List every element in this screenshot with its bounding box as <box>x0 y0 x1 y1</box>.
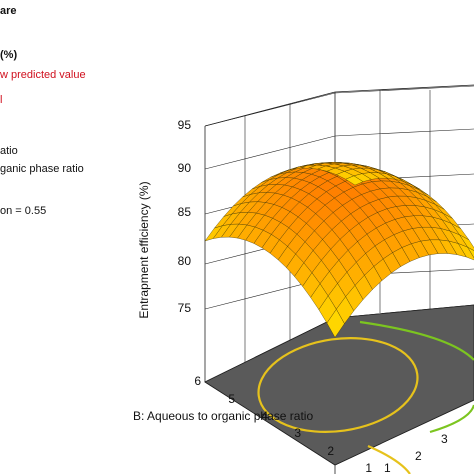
y-tick-2: 2 <box>415 449 422 463</box>
panel-line-3: w predicted value <box>0 69 86 81</box>
wall-grid-h-right-1 <box>334 128 474 137</box>
factor-panel: are (%) w predicted value l atio ganic p… <box>0 0 140 240</box>
contour-ellipse-inner <box>257 337 419 433</box>
panel-line-7: on = 0.55 <box>0 205 47 217</box>
floor-contours <box>257 320 474 474</box>
contour-yellow-lower <box>367 444 411 474</box>
x-axis: 6 5 4 3 2 1 B: Aqueous to organic phase … <box>133 374 372 474</box>
panel-line-1: are <box>0 5 17 17</box>
z-tick-80: 80 <box>178 254 192 268</box>
wall-grid-h-left-1 <box>204 135 336 170</box>
y-tick-1: 1 <box>384 461 391 474</box>
wall-top-right <box>334 84 474 93</box>
z-axis: 95 90 85 80 75 Entrapment efficiency (%) <box>137 118 191 319</box>
panel-line-2: (%) <box>0 49 18 61</box>
contour-green-right <box>429 404 474 434</box>
wall-grid-h-right-0 <box>334 85 474 94</box>
x-tick-4: 4 <box>261 409 268 423</box>
z-axis-label: Entrapment efficiency (%) <box>137 181 151 318</box>
surface-cell-15-0 <box>204 225 223 242</box>
x-tick-5: 5 <box>228 392 235 406</box>
z-tick-85: 85 <box>178 205 192 219</box>
panel-line-4: l <box>0 94 3 106</box>
response-surface <box>204 162 474 338</box>
contour-green-upper <box>359 320 474 361</box>
x-tick-6: 6 <box>194 374 201 388</box>
x-tick-2: 2 <box>327 444 334 458</box>
wall-grid-h-left-0 <box>204 92 336 127</box>
x-tick-3: 3 <box>294 426 301 440</box>
panel-line-5: atio <box>0 145 18 157</box>
y-axis: 1 2 3 <box>384 432 448 474</box>
contour-floor <box>204 304 474 466</box>
z-tick-95: 95 <box>178 118 192 132</box>
z-tick-75: 75 <box>178 301 192 315</box>
x-axis-label: B: Aqueous to organic phase ratio <box>133 409 313 423</box>
z-tick-90: 90 <box>178 161 192 175</box>
y-tick-3: 3 <box>441 432 448 446</box>
panel-line-6: ganic phase ratio <box>0 163 84 175</box>
x-tick-1: 1 <box>365 461 372 474</box>
